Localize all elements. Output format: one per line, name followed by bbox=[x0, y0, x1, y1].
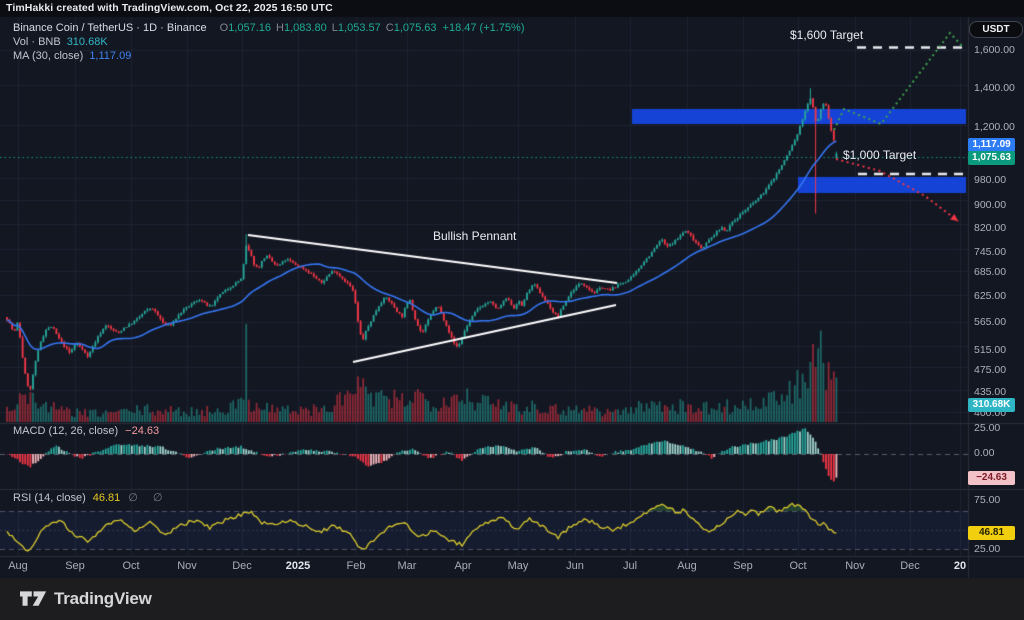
symbol-title[interactable]: Binance Coin / TetherUS · 1D · Binance bbox=[13, 22, 207, 34]
macd-title: MACD (12, 26, close) bbox=[13, 425, 119, 437]
time-axis-label: Oct bbox=[789, 560, 807, 572]
volume-label: Vol · BNB bbox=[13, 36, 61, 48]
credit-line: TimHakki created with TradingView.com, O… bbox=[6, 2, 333, 14]
time-axis-label: Jul bbox=[622, 560, 638, 572]
time-axis-label: Aug bbox=[677, 560, 697, 572]
high-value: 1,083.80 bbox=[283, 22, 327, 34]
legend: Binance Coin / TetherUS · 1D · Binance O1… bbox=[13, 21, 524, 63]
symbol-row: Binance Coin / TetherUS · 1D · Binance O1… bbox=[13, 21, 524, 35]
annotation-1600-target: $1,600 Target bbox=[790, 28, 864, 42]
price-axis-label: 685.00 bbox=[974, 266, 1007, 278]
low-value: 1,053.57 bbox=[337, 22, 381, 34]
close-label: C bbox=[385, 22, 394, 34]
time-axis-label: 20 bbox=[953, 560, 967, 572]
rsi-axis-label: 75.00 bbox=[974, 494, 1001, 506]
price-axis-label: 980.00 bbox=[974, 174, 1007, 186]
macd-axis-label: 0.00 bbox=[974, 447, 995, 459]
time-axis-label: 2025 bbox=[285, 560, 311, 572]
high-label: H bbox=[276, 22, 284, 34]
rsi-pane-label: RSI (14, close) 46.81 ∅ ∅ bbox=[13, 491, 169, 504]
rsi-title: RSI (14, close) bbox=[13, 492, 86, 504]
time-axis-label: Jun bbox=[566, 560, 584, 572]
price-axis-label: 745.00 bbox=[974, 246, 1007, 258]
ma-label: MA (30, close) bbox=[13, 50, 84, 62]
time-axis-label: Aug bbox=[8, 560, 28, 572]
open-label: O bbox=[219, 22, 229, 34]
open-value: 1,057.16 bbox=[228, 22, 272, 34]
price-axis-label: 435.00 bbox=[974, 386, 1007, 398]
close-value: 1,075.63 bbox=[393, 22, 437, 34]
price-badge-rsi: 46.81 bbox=[968, 526, 1015, 540]
price-axis-label: 900.00 bbox=[974, 199, 1007, 211]
macd-value: −24.63 bbox=[125, 425, 160, 437]
rsi-value: 46.81 bbox=[92, 492, 121, 504]
rsi-axis-label: 25.00 bbox=[974, 543, 1001, 555]
price-axis-label: 1,400.00 bbox=[974, 82, 1015, 94]
price-badge-volume: 310.68K bbox=[968, 398, 1015, 412]
price-axis-label: 515.00 bbox=[974, 344, 1007, 356]
price-axis-label: 1,200.00 bbox=[974, 121, 1015, 133]
footer-bar: TradingView bbox=[0, 578, 1024, 620]
currency-usdt-button[interactable]: USDT bbox=[969, 21, 1023, 38]
time-axis-label: Sep bbox=[733, 560, 753, 572]
time-axis-label: Nov bbox=[845, 560, 865, 572]
tradingview-logo-icon bbox=[20, 591, 47, 606]
low-label: L bbox=[331, 22, 338, 34]
tradingview-logo[interactable]: TradingView bbox=[20, 588, 152, 610]
time-axis-label: Dec bbox=[232, 560, 252, 572]
time-axis-label: May bbox=[507, 560, 529, 572]
ma-row: MA (30, close) 1,117.09 bbox=[13, 49, 524, 63]
volume-row: Vol · BNB 310.68K bbox=[13, 35, 524, 49]
price-axis-label: 625.00 bbox=[974, 290, 1007, 302]
annotation-1000-target: $1,000 Target bbox=[843, 148, 917, 162]
time-axis-label: Mar bbox=[397, 560, 417, 572]
price-badge-macd: −24.63 bbox=[968, 471, 1015, 485]
time-axis-label: Feb bbox=[346, 560, 366, 572]
macd-pane-label: MACD (12, 26, close) −24.63 bbox=[13, 425, 159, 437]
price-axis-label: 475.00 bbox=[974, 364, 1007, 376]
rsi-empty-slots: ∅ ∅ bbox=[128, 492, 169, 504]
change-value: +18.47 (+1.75%) bbox=[442, 22, 525, 34]
time-axis-label: Apr bbox=[454, 560, 472, 572]
price-axis-label: 565.00 bbox=[974, 316, 1007, 328]
volume-value: 310.68K bbox=[66, 36, 108, 48]
time-axis-label: Nov bbox=[177, 560, 197, 572]
price-badge-ma30: 1,117.09 bbox=[968, 138, 1015, 152]
price-badge-last-price: 1,075.63 bbox=[968, 151, 1015, 165]
macd-axis-label: 25.00 bbox=[974, 422, 1001, 434]
annotation-bullish-pennant: Bullish Pennant bbox=[433, 229, 517, 243]
time-axis-label: Sep bbox=[65, 560, 85, 572]
time-axis-label: Oct bbox=[122, 560, 140, 572]
price-axis-label: 820.00 bbox=[974, 222, 1007, 234]
price-axis-label: 1,600.00 bbox=[974, 44, 1015, 56]
time-axis-label: Dec bbox=[900, 560, 920, 572]
ma-value: 1,117.09 bbox=[89, 50, 132, 62]
tradingview-logo-text: TradingView bbox=[54, 589, 152, 608]
